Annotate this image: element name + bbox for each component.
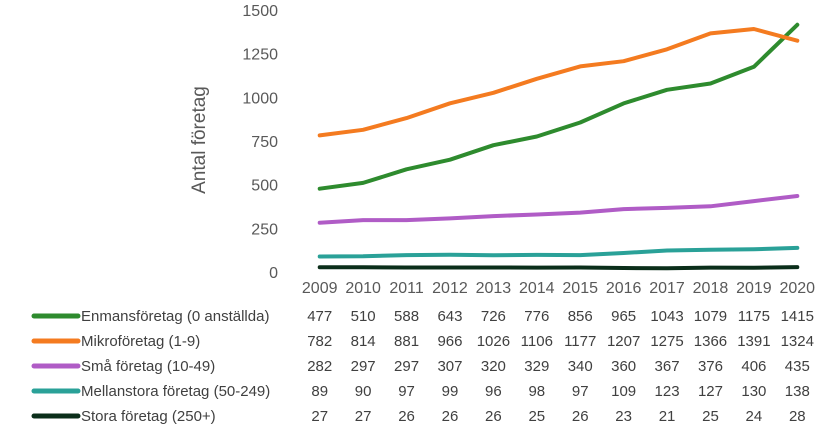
table-cell: 814 xyxy=(351,333,376,350)
table-cell: 97 xyxy=(572,383,589,400)
series-line-2 xyxy=(317,27,800,138)
x-tick-label: 2010 xyxy=(345,280,381,297)
table-cell: 588 xyxy=(394,308,419,325)
table-cell: 28 xyxy=(789,408,806,425)
table-cell: 123 xyxy=(655,383,680,400)
table-cell: 643 xyxy=(437,308,462,325)
table-cell: 98 xyxy=(528,383,545,400)
legend-label: Stora företag (250+) xyxy=(81,408,216,425)
table-cell: 477 xyxy=(307,308,332,325)
table-cell: 26 xyxy=(398,408,415,425)
table-cell: 510 xyxy=(351,308,376,325)
table-cell: 1324 xyxy=(781,333,814,350)
x-tick-label: 2015 xyxy=(562,280,598,297)
legend-label: Små företag (10-49) xyxy=(81,358,215,375)
table-cell: 1391 xyxy=(737,333,770,350)
x-tick-label: 2020 xyxy=(779,280,815,297)
x-tick-label: 2009 xyxy=(302,280,338,297)
table-cell: 89 xyxy=(311,383,328,400)
table-cell: 1207 xyxy=(607,333,640,350)
legend-label: Mikroföretag (1-9) xyxy=(81,333,200,350)
table-cell: 406 xyxy=(741,358,766,375)
table-cell: 307 xyxy=(437,358,462,375)
table-cell: 329 xyxy=(524,358,549,375)
table-cell: 881 xyxy=(394,333,419,350)
x-tick-label: 2012 xyxy=(432,280,468,297)
table-cell: 726 xyxy=(481,308,506,325)
table-cell: 26 xyxy=(572,408,589,425)
table-cell: 1175 xyxy=(738,308,770,325)
y-axis-ticks: 0 250 500 750 1000 1250 1500 xyxy=(242,3,278,282)
series-line-3 xyxy=(317,194,800,225)
table-cell: 360 xyxy=(611,358,636,375)
table-cell: 96 xyxy=(485,383,502,400)
table-cell: 23 xyxy=(615,408,632,425)
table-cell: 367 xyxy=(655,358,680,375)
table-cell: 109 xyxy=(611,383,636,400)
x-tick-label: 2013 xyxy=(476,280,512,297)
y-tick-label: 750 xyxy=(251,134,278,151)
table-cell: 1026 xyxy=(477,333,510,350)
legend-label: Enmansföretag (0 anställda) xyxy=(81,308,269,325)
y-tick-label: 1500 xyxy=(242,3,278,20)
table-cell: 97 xyxy=(398,383,415,400)
table-cell: 1275 xyxy=(650,333,683,350)
table-cell: 282 xyxy=(307,358,332,375)
table-cell: 26 xyxy=(442,408,459,425)
table-cell: 24 xyxy=(746,408,763,425)
table-cell: 320 xyxy=(481,358,506,375)
table-cell: 435 xyxy=(785,358,810,375)
table-cell: 965 xyxy=(611,308,636,325)
y-tick-label: 250 xyxy=(251,221,278,238)
y-tick-label: 500 xyxy=(251,178,278,195)
series-line-1 xyxy=(317,22,800,191)
table-cell: 1415 xyxy=(781,308,814,325)
table-cell: 297 xyxy=(394,358,419,375)
table-cell: 27 xyxy=(311,408,328,425)
table-cell: 1106 xyxy=(521,333,553,350)
x-tick-label: 2019 xyxy=(736,280,772,297)
table-cell: 1043 xyxy=(650,308,683,325)
table-cell: 1079 xyxy=(694,308,727,325)
y-tick-label: 1000 xyxy=(242,90,278,107)
table-cell: 27 xyxy=(355,408,372,425)
series-line-4 xyxy=(317,245,800,259)
legend-label: Mellanstora företag (50-249) xyxy=(81,383,270,400)
table-cell: 856 xyxy=(568,308,593,325)
table-cell: 130 xyxy=(741,383,766,400)
table-cell: 99 xyxy=(442,383,459,400)
y-tick-label: 1250 xyxy=(242,47,278,64)
y-axis-title: Antal företag xyxy=(189,86,210,194)
table-cell: 297 xyxy=(351,358,376,375)
table-cell: 25 xyxy=(528,408,545,425)
table-cell: 26 xyxy=(485,408,502,425)
table-cell: 782 xyxy=(307,333,332,350)
table-cell: 138 xyxy=(785,383,810,400)
table-cell: 90 xyxy=(355,383,372,400)
table-cell: 340 xyxy=(568,358,593,375)
x-axis-ticks: 2009 2010 2011 2012 2013 2014 2015 2016 2017 2018… xyxy=(302,280,815,297)
table-cell: 776 xyxy=(524,308,549,325)
table-cell: 21 xyxy=(659,408,676,425)
data-table: Enmansföretag (0 anställda) 477 510 588 643 7… xyxy=(31,308,814,425)
x-tick-label: 2014 xyxy=(519,280,555,297)
table-cell: 966 xyxy=(437,333,462,350)
x-tick-label: 2017 xyxy=(649,280,685,297)
x-tick-label: 2016 xyxy=(606,280,642,297)
series-line-5 xyxy=(317,265,800,271)
table-cell: 1366 xyxy=(694,333,727,350)
table-cell: 127 xyxy=(698,383,723,400)
series-lines xyxy=(317,22,800,271)
table-cell: 25 xyxy=(702,408,719,425)
x-tick-label: 2011 xyxy=(389,280,424,297)
y-tick-label: 0 xyxy=(269,265,278,282)
table-cell: 376 xyxy=(698,358,723,375)
table-cell: 1177 xyxy=(564,333,596,350)
x-tick-label: 2018 xyxy=(693,280,729,297)
